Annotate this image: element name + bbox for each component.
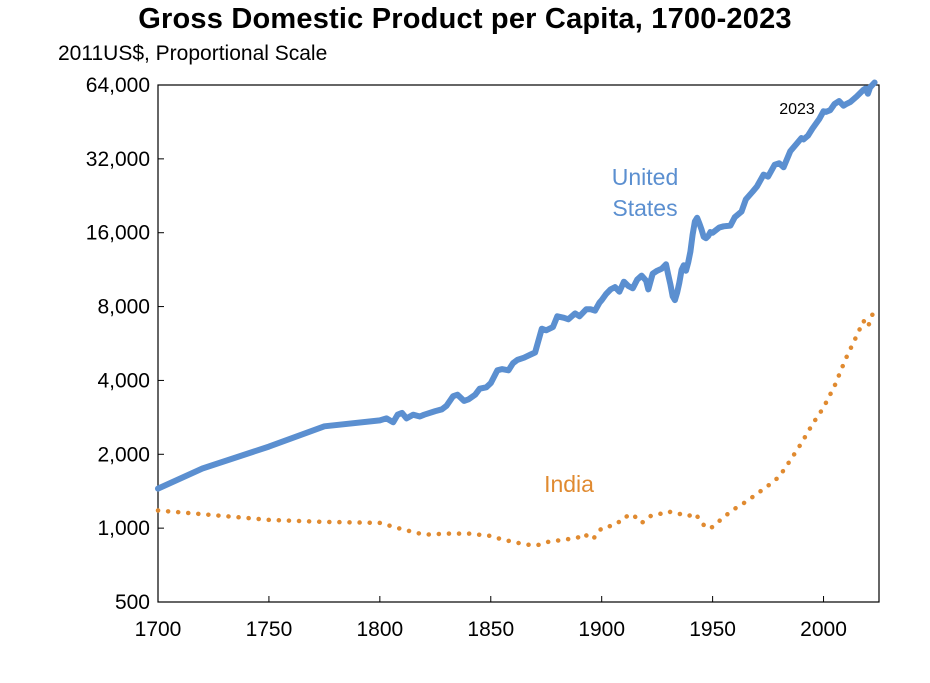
- plot-area-frame: [157, 84, 880, 603]
- x-tick-label: 1850: [467, 618, 514, 641]
- y-tick-label: 2,000: [97, 443, 150, 466]
- y-tick-label: 16,000: [86, 222, 150, 245]
- united-states-label: United: [612, 164, 678, 190]
- end-year-label: 2023: [779, 101, 815, 118]
- y-tick-label: 64,000: [86, 74, 150, 97]
- x-tick-label: 1950: [689, 618, 736, 641]
- y-tick-label: 1,000: [97, 517, 150, 540]
- x-tick-label: 2000: [800, 618, 847, 641]
- x-tick-label: 1750: [246, 618, 293, 641]
- chart-subtitle: 2011US$, Proportional Scale: [58, 42, 328, 65]
- y-tick-label: 32,000: [86, 148, 150, 171]
- india-series-line: [155, 307, 877, 548]
- x-tick-label: 1800: [356, 618, 403, 641]
- x-tick-label: 1700: [135, 618, 182, 641]
- united-states-label: States: [612, 195, 677, 221]
- chart-title: Gross Domestic Product per Capita, 1700-…: [138, 3, 792, 35]
- y-tick-label: 500: [115, 591, 150, 614]
- x-tick-label: 1900: [578, 618, 625, 641]
- india-label: India: [544, 471, 594, 497]
- x-axis: 1700 1750 1800 1850 1900 1950 2000: [135, 596, 847, 641]
- series-group: [155, 79, 878, 548]
- y-tick-label: 8,000: [97, 296, 150, 319]
- y-tick-label: 4,000: [97, 369, 150, 392]
- y-axis: 500 1,000 2,000 4,000 8,000 16,000 32,000 64,00…: [86, 74, 164, 614]
- series-labels: United States India 2023: [544, 101, 815, 497]
- united-states-series-line: [155, 79, 878, 492]
